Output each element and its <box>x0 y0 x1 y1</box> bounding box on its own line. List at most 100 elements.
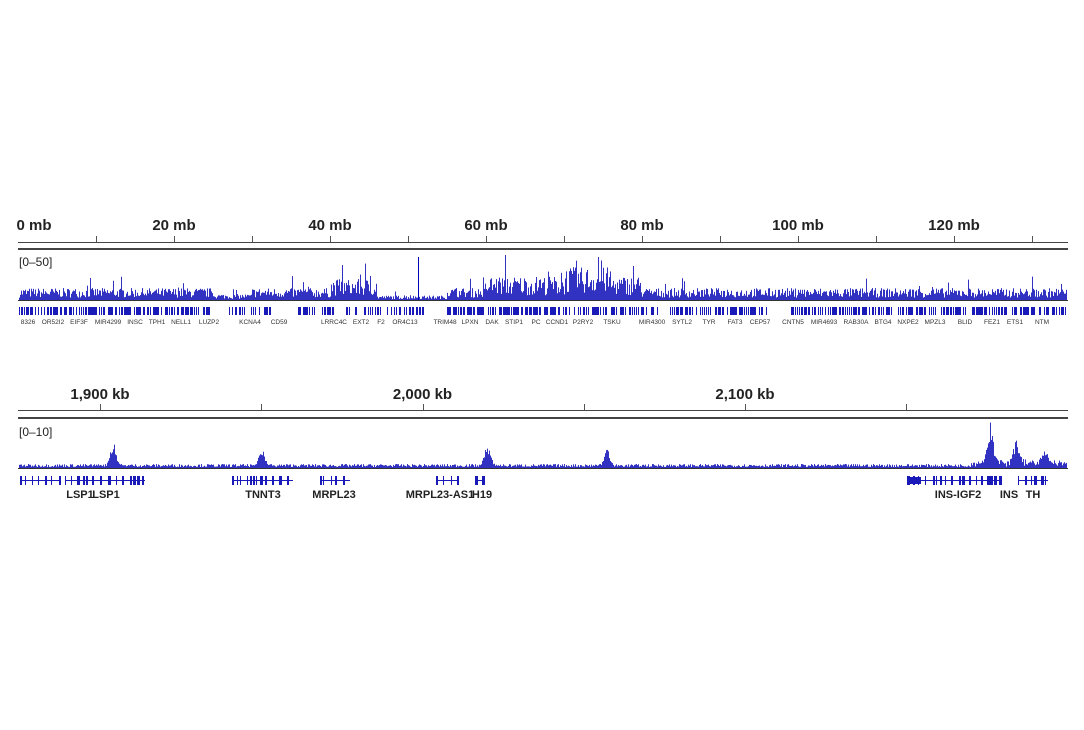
coverage-bar <box>456 466 457 468</box>
gene-block <box>833 307 834 315</box>
gene-block <box>553 307 554 315</box>
coverage-bar <box>194 465 195 468</box>
coverage-bar <box>646 289 647 300</box>
gene-block <box>594 307 595 315</box>
coverage-bar <box>995 456 996 468</box>
coverage-bar <box>744 293 745 300</box>
coverage-bar <box>490 455 491 468</box>
coverage-bar <box>485 283 486 300</box>
coverage-bar <box>144 295 145 300</box>
coverage-bar <box>688 464 689 468</box>
coverage-bar <box>923 297 924 300</box>
coverage-track-genome[interactable] <box>0 0 1084 330</box>
coverage-bar <box>839 296 840 300</box>
coverage-bar <box>1008 461 1009 468</box>
coverage-bar <box>31 466 32 468</box>
coverage-bar <box>235 464 236 468</box>
coverage-bar <box>447 292 448 300</box>
coverage-bar <box>967 296 968 300</box>
coverage-bar <box>609 458 610 468</box>
coverage-bar <box>217 296 218 300</box>
gene-block <box>762 307 763 315</box>
coverage-bar <box>535 465 536 468</box>
coverage-bar <box>310 465 311 468</box>
coverage-bar <box>641 466 642 468</box>
gene-block <box>820 307 821 315</box>
coverage-bar <box>341 281 342 300</box>
coverage-bar <box>921 464 922 468</box>
coverage-bar <box>458 297 459 300</box>
coverage-bar <box>907 464 908 468</box>
coverage-bar <box>302 291 303 300</box>
coverage-bar <box>363 464 364 468</box>
coverage-bar <box>190 465 191 468</box>
gene-block <box>91 307 92 315</box>
gene-block <box>791 307 792 315</box>
coverage-bar <box>278 293 279 300</box>
gene-block <box>989 307 990 315</box>
coverage-bar <box>1060 462 1061 468</box>
coverage-bar <box>458 466 459 468</box>
gene-block <box>597 307 598 315</box>
coverage-bar <box>394 298 395 300</box>
coverage-bar <box>1042 455 1043 468</box>
coverage-bar <box>926 295 927 300</box>
coverage-bar <box>264 456 265 468</box>
gene-block <box>682 307 683 315</box>
coverage-bar <box>46 464 47 468</box>
coverage-bar <box>668 290 669 300</box>
gene-block <box>1054 307 1055 315</box>
coverage-bar <box>942 288 943 300</box>
gene-block <box>685 307 686 315</box>
gene-block <box>504 307 505 315</box>
coverage-bar <box>819 294 820 300</box>
coverage-bar <box>94 295 95 300</box>
coverage-bar <box>84 295 85 300</box>
coverage-bar <box>189 290 190 300</box>
coverage-bar <box>134 297 135 300</box>
coverage-bar <box>464 292 465 300</box>
coverage-bar <box>768 288 769 300</box>
coverage-bar <box>775 289 776 300</box>
coverage-bar <box>554 464 555 468</box>
coverage-track-locus[interactable] <box>0 0 1084 520</box>
coverage-bar <box>81 295 82 300</box>
coverage-bar <box>64 464 65 468</box>
gene-block <box>815 307 816 315</box>
coverage-bar <box>566 271 567 300</box>
gene-block <box>109 307 110 315</box>
coverage-bar <box>605 453 606 468</box>
coverage-bar <box>406 296 407 300</box>
coverage-bar <box>116 294 117 300</box>
coverage-bar <box>276 293 277 300</box>
coverage-bar <box>713 465 714 468</box>
coverage-bar <box>202 466 203 468</box>
coverage-bar <box>549 276 550 300</box>
coverage-bar <box>209 464 210 468</box>
coverage-bar <box>648 290 649 300</box>
coverage-bar <box>98 294 99 300</box>
gene-exon <box>951 476 953 485</box>
coverage-bar <box>540 279 541 300</box>
coverage-bar <box>280 293 281 300</box>
coverage-bar <box>901 464 902 468</box>
coverage-bar <box>651 290 652 300</box>
coverage-bar <box>339 465 340 468</box>
coverage-bar <box>186 294 187 300</box>
coverage-bar <box>295 465 296 468</box>
gene-block <box>198 307 199 315</box>
coverage-bar <box>897 292 898 300</box>
gene-block <box>955 307 956 315</box>
coverage-bar <box>522 292 523 300</box>
gene-block <box>686 307 687 315</box>
coverage-bar <box>529 466 530 468</box>
coverage-bar <box>261 454 262 468</box>
coverage-bar <box>938 466 939 468</box>
coverage-bar <box>35 464 36 468</box>
coverage-bar <box>1038 291 1039 300</box>
coverage-bar <box>1014 454 1015 468</box>
coverage-bar <box>796 465 797 468</box>
coverage-bar <box>307 466 308 468</box>
coverage-bar <box>1049 461 1050 468</box>
gene-label: KCNA4 <box>239 319 261 326</box>
